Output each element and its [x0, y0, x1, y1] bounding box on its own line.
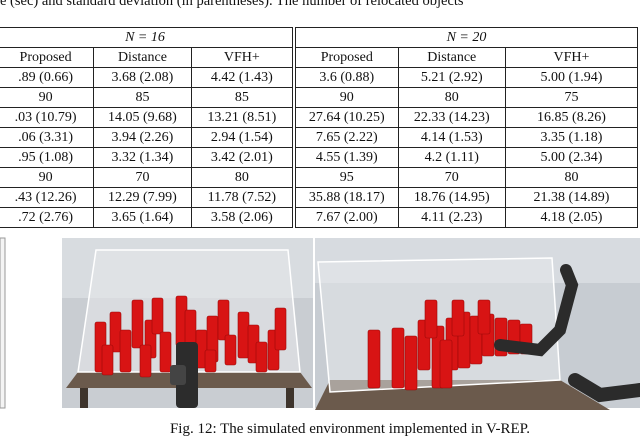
table-row: 90 70 80 95 70 80 [0, 167, 639, 188]
table-cell: 21.38 (14.89) [504, 187, 639, 208]
column-header: Distance [93, 47, 192, 68]
table-cell: 5.00 (2.34) [504, 147, 639, 168]
cylinder [217, 299, 230, 341]
robot-gripper [170, 365, 186, 385]
cylinder [424, 299, 438, 339]
cylinder [224, 334, 237, 366]
cylinder [274, 307, 287, 351]
figure [0, 237, 640, 410]
column-header: VFH+ [190, 47, 296, 68]
sliver-image [0, 237, 6, 409]
figure-caption: Fig. 12: The simulated environment imple… [169, 421, 531, 437]
cylinder [101, 344, 114, 376]
robot-arm [176, 342, 198, 408]
cylinder [237, 311, 250, 359]
table-cell: 4.11 (2.23) [397, 207, 506, 228]
table-cell: 3.68 (2.08) [93, 67, 192, 88]
table-cell: 70 [397, 167, 506, 188]
table-cell: 75 [504, 87, 639, 108]
table-row: .43 (12.26) 12.29 (7.99) 11.78 (7.52) 35.88… [0, 187, 639, 208]
table-cell: 3.65 (1.64) [93, 207, 192, 228]
cylinder [204, 349, 217, 373]
table-cell: 16.85 (8.26) [504, 107, 639, 128]
table-cell: 3.35 (1.18) [504, 127, 639, 148]
robot-arm [568, 373, 640, 403]
cylinder [255, 341, 268, 373]
cylinder [391, 327, 405, 389]
table-cell: 4.2 (1.11) [397, 147, 506, 168]
cylinder [119, 329, 132, 373]
table-cell: .43 (12.26) [0, 187, 95, 208]
cylinder [404, 335, 418, 391]
header-text: e (sec) and standard deviation (in paren… [0, 0, 464, 9]
table-cell: 11.78 (7.52) [190, 187, 296, 208]
cylinder [159, 331, 172, 373]
table-cell: 3.94 (2.26) [93, 127, 192, 148]
table-leg [80, 388, 88, 408]
table-cell: 3.6 (0.88) [293, 67, 399, 88]
table-cell: 35.88 (18.17) [293, 187, 399, 208]
table-cell: 4.14 (1.53) [397, 127, 506, 148]
cylinder [131, 299, 144, 349]
table-leg [286, 388, 294, 408]
table-cell: 5.00 (1.94) [504, 67, 639, 88]
table-cell: 4.18 (2.05) [504, 207, 639, 228]
table-row: .06 (3.31) 3.94 (2.26) 2.94 (1.54) 7.65 (2.… [0, 127, 639, 148]
table-cell: 27.64 (10.25) [293, 107, 399, 128]
results-table: N = 16 N = 20 Proposed Distance VFH+ Proposed… [0, 27, 639, 228]
table-cell: .06 (3.31) [0, 127, 95, 148]
cylinder [439, 339, 453, 389]
cylinder [477, 299, 491, 335]
table-cell: 2.94 (1.54) [190, 127, 296, 148]
table-cell: 3.42 (2.01) [190, 147, 296, 168]
cylinder [151, 297, 164, 335]
robot-arm [494, 264, 579, 357]
table-cell: .03 (10.79) [0, 107, 95, 128]
table-row: .72 (2.76) 3.65 (1.64) 3.58 (2.06) 7.67 (2.… [0, 207, 639, 228]
column-header-row: Proposed Distance VFH+ Proposed Distance VFH+ [0, 47, 639, 68]
table-cell: 85 [93, 87, 192, 108]
table-row: .03 (10.79) 14.05 (9.68) 13.21 (8.51) 27.64… [0, 107, 639, 128]
table-cell: .72 (2.76) [0, 207, 95, 228]
table-cell: 22.33 (14.23) [397, 107, 506, 128]
cylinder [139, 344, 152, 378]
cylinder [451, 299, 465, 337]
table-cell: 3.58 (2.06) [190, 207, 296, 228]
table-cell: 80 [190, 167, 296, 188]
sim-image-1 [62, 238, 313, 408]
sim-image-2 [315, 238, 640, 410]
cylinder [367, 329, 381, 389]
table-cell: 7.67 (2.00) [293, 207, 399, 228]
column-header: Proposed [293, 47, 399, 68]
